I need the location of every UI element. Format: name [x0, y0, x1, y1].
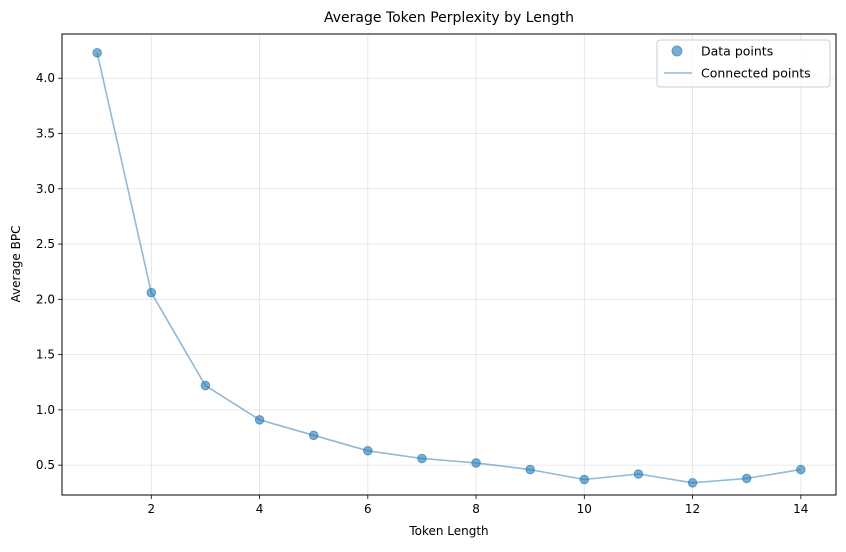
y-tick-label: 1.0 — [36, 403, 55, 417]
y-tick-label: 2.0 — [36, 292, 55, 306]
legend-marker-data-points — [671, 45, 683, 57]
data-point — [471, 458, 481, 468]
y-axis-ticks: 0.5 1.0 1.5 2.0 2.5 3.0 3.5 4.0 — [36, 71, 62, 472]
y-axis-label: Average BPC — [9, 226, 23, 303]
data-point — [525, 464, 535, 475]
y-tick-label: 2.5 — [36, 237, 55, 251]
x-tick-label: 4 — [256, 502, 264, 516]
x-tick-label: 14 — [793, 502, 808, 516]
data-point — [579, 474, 590, 485]
x-tick-label: 6 — [364, 502, 372, 516]
grid — [62, 34, 836, 495]
series-line-connected-points — [96, 52, 801, 484]
data-point — [741, 473, 752, 484]
y-tick-label: 0.5 — [36, 458, 55, 472]
plot-frame — [61, 33, 837, 496]
data-point — [796, 464, 806, 475]
data-point — [254, 415, 265, 425]
y-tick-label: 3.5 — [36, 126, 55, 140]
data-point — [417, 453, 427, 464]
x-tick-label: 10 — [577, 502, 592, 516]
x-axis-ticks: 2 4 6 8 10 12 14 — [147, 495, 808, 516]
series-point-layer — [92, 47, 806, 488]
legend-label-connected-points: Connected points — [701, 66, 811, 81]
data-point — [363, 445, 373, 456]
legend-frame — [656, 39, 831, 88]
y-tick-label: 4.0 — [36, 71, 55, 85]
data-point — [92, 47, 102, 58]
x-tick-label: 2 — [147, 502, 155, 516]
x-tick-label: 12 — [685, 502, 700, 516]
data-point — [200, 380, 211, 391]
series-line-layer — [96, 52, 801, 484]
x-axis-label: Token Length — [408, 524, 488, 538]
chart-title: Average Token Perplexity by Length — [324, 10, 574, 26]
x-tick-label: 8 — [472, 502, 480, 516]
legend: Data points Connected points — [656, 39, 831, 88]
y-tick-label: 3.0 — [36, 182, 55, 196]
data-point — [633, 469, 644, 479]
data-point — [146, 287, 157, 298]
y-tick-label: 1.5 — [36, 348, 55, 362]
data-point — [687, 478, 698, 488]
legend-label-data-points: Data points — [701, 44, 773, 59]
data-point — [308, 430, 319, 441]
